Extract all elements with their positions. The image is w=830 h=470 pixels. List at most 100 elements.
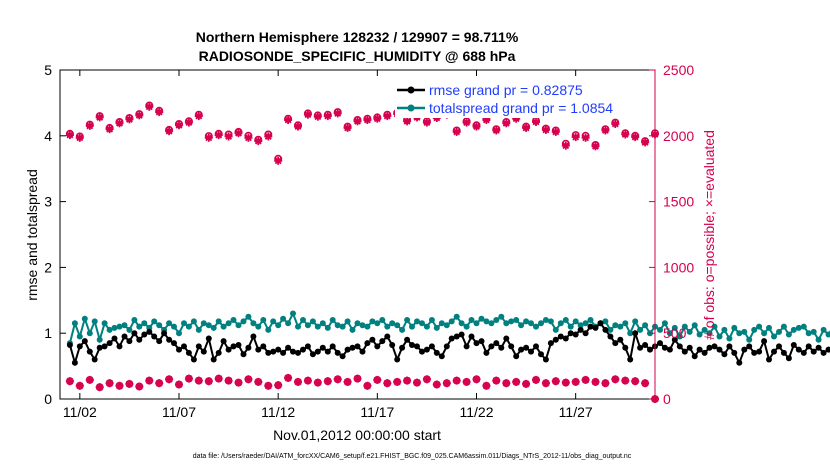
obs-evaluated-point-22-stroke-3 xyxy=(284,116,292,124)
obs-evaluated-point-29-stroke-3 xyxy=(354,117,361,125)
spread-point-142 xyxy=(771,333,777,340)
spread-point-72 xyxy=(423,323,430,330)
obs-bottom-circle-3 xyxy=(95,383,104,392)
spread-point-83 xyxy=(478,315,485,322)
y-axis-left-label: rmse and totalspread xyxy=(24,169,40,301)
rmse-point-144 xyxy=(780,349,787,356)
spread-point-56 xyxy=(344,318,351,325)
chart-title-line1: Northern Hemisphere 128232 / 129907 = 98… xyxy=(196,29,519,45)
rmse-point-145 xyxy=(785,355,792,362)
spread-point-140 xyxy=(761,330,768,337)
obs-evaluated-point-15 xyxy=(214,131,223,140)
obs-evaluated-point-5-stroke-3 xyxy=(116,119,123,127)
rmse-point-66 xyxy=(394,356,401,363)
obs-evaluated-point-3 xyxy=(95,113,104,122)
obs-evaluated-point-16-stroke-3 xyxy=(225,133,233,140)
spread-point-78 xyxy=(453,313,460,320)
obs-bottom-circle-10 xyxy=(165,375,174,384)
obs-bottom-circle-55 xyxy=(611,375,620,384)
spread-point-97 xyxy=(547,318,554,325)
spread-point-18 xyxy=(156,322,163,329)
obs-bottom-circle-46 xyxy=(522,379,530,388)
rmse-point-10 xyxy=(116,343,123,350)
obs-bottom-circle-30 xyxy=(363,381,372,390)
rmse-point-92 xyxy=(523,344,530,351)
rmse-point-22 xyxy=(176,346,182,353)
obs-bottom-star-48-stroke-3 xyxy=(542,379,550,387)
spread-point-129 xyxy=(706,330,713,337)
y-right-tick-label-1: 500 xyxy=(663,325,687,341)
rmse-point-84 xyxy=(483,349,490,356)
spread-point-39 xyxy=(260,317,267,323)
legend: rmse grand pr = 0.82875 totalspread gran… xyxy=(395,78,653,118)
spread-point-54 xyxy=(334,322,341,329)
obs-evaluated-point-13-stroke-3 xyxy=(195,112,203,120)
rmse-point-96 xyxy=(542,356,549,363)
obs-evaluated-point-40-stroke-3 xyxy=(463,119,471,127)
obs-evaluated-point-28 xyxy=(343,123,352,132)
obs-bottom-circle-48 xyxy=(542,379,550,388)
obs-bottom-circle-33 xyxy=(393,377,402,386)
rmse-point-56 xyxy=(344,346,351,353)
spread-point-15 xyxy=(141,320,148,327)
rmse-point-74 xyxy=(433,349,440,356)
rmse-point-73 xyxy=(428,343,435,350)
rmse-point-39 xyxy=(260,343,267,350)
obs-bottom-circle-20 xyxy=(264,381,273,390)
rmse-point-75 xyxy=(438,353,445,360)
rmse-point-140 xyxy=(761,338,768,345)
obs-evaluated-point-41 xyxy=(472,122,481,131)
obs-bottom-star-21-stroke-3 xyxy=(274,381,282,389)
obs-evaluated-point-9 xyxy=(155,108,164,117)
obs-evaluated-point-49-stroke-3 xyxy=(552,128,560,136)
obs-bottom-star-25-stroke-3 xyxy=(314,379,322,387)
obs-bottom-star-15-stroke-3 xyxy=(215,375,223,383)
rmse-point-137 xyxy=(746,343,753,350)
obs-bottom-circle-37 xyxy=(432,380,441,389)
rmse-point-65 xyxy=(389,342,396,348)
obs-bottom-circle-6 xyxy=(125,379,134,388)
obs-bottom-star-36-stroke-3 xyxy=(423,375,431,383)
obs-evaluated-point-10 xyxy=(165,127,174,136)
obs-evaluated-point-27 xyxy=(333,109,342,118)
obs-bottom-star-3-stroke-3 xyxy=(96,383,104,391)
rmse-point-122 xyxy=(671,336,678,343)
rmse-point-58 xyxy=(354,343,361,350)
obs-bottom-star-24-stroke-3 xyxy=(304,377,312,385)
spread-point-75 xyxy=(438,320,445,327)
rmse-point-111 xyxy=(617,336,624,343)
obs-evaluated-point-6 xyxy=(125,115,134,124)
spread-point-35 xyxy=(240,318,247,325)
rmse-point-24 xyxy=(185,349,192,356)
spread-point-88 xyxy=(503,320,510,327)
obs-evaluated-point-31-stroke-3 xyxy=(373,115,381,123)
rmse-point-114 xyxy=(632,330,639,337)
obs-evaluated-point-10-stroke-3 xyxy=(165,127,173,135)
obs-bottom-star-13-stroke-3 xyxy=(195,377,203,385)
obs-evaluated-point-32 xyxy=(383,112,392,121)
obs-bottom-star-37-stroke-3 xyxy=(433,381,441,388)
obs-evaluated-point-24 xyxy=(303,110,312,119)
rmse-point-9 xyxy=(111,335,118,342)
obs-bottom-circle-42 xyxy=(482,381,491,390)
obs-evaluated-point-18 xyxy=(244,133,253,142)
rmse-point-120 xyxy=(661,344,668,351)
spread-point-67 xyxy=(399,326,406,333)
rmse-point-78 xyxy=(453,333,460,340)
spread-point-9 xyxy=(111,324,118,331)
rmse-point-100 xyxy=(562,335,569,342)
obs-bottom-star-58-stroke-3 xyxy=(641,379,649,387)
obs-evaluated-point-51-stroke-3 xyxy=(572,133,580,141)
x-tick-label-0: 11/02 xyxy=(63,404,97,420)
x-tick-label-3: 11/17 xyxy=(360,404,394,420)
spread-point-120 xyxy=(661,320,668,327)
obs-evaluated-point-43-stroke-3 xyxy=(492,127,500,134)
spread-point-73 xyxy=(428,317,435,323)
obs-bottom-circle-29 xyxy=(353,374,362,383)
rmse-point-105 xyxy=(587,323,594,330)
rmse-point-12 xyxy=(126,338,133,345)
spread-point-36 xyxy=(245,313,252,320)
spread-point-152 xyxy=(820,326,827,333)
obs-bottom-circle-12 xyxy=(184,374,193,383)
spread-point-135 xyxy=(736,330,743,337)
